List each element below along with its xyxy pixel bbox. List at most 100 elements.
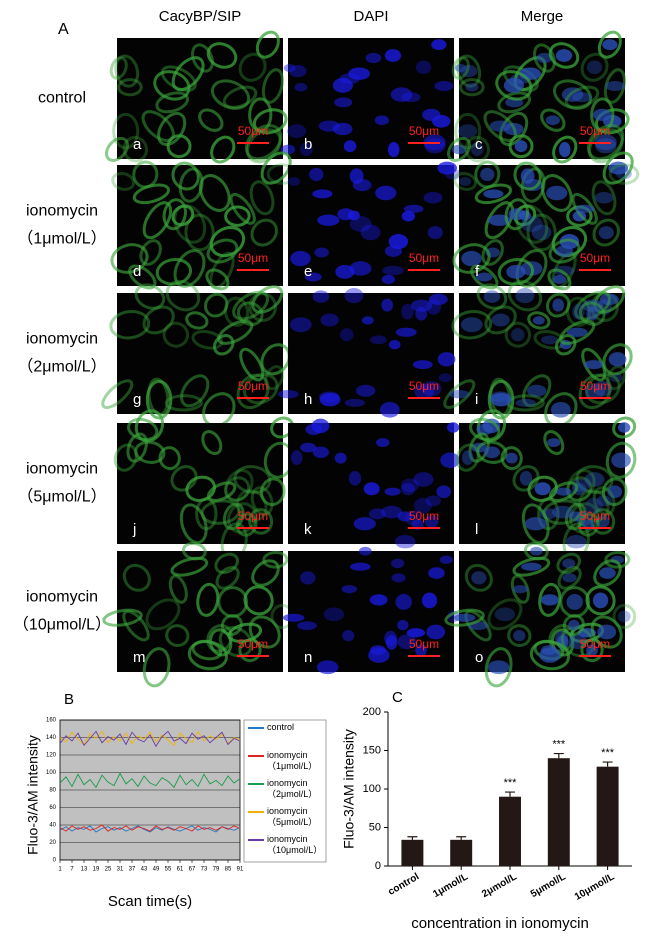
nucleus [555, 49, 573, 62]
cell [540, 174, 573, 212]
cell [214, 552, 239, 575]
nucleus [436, 485, 452, 499]
panel-letter: a [133, 136, 142, 153]
bar [450, 839, 473, 866]
nucleus [406, 628, 425, 638]
cell [504, 198, 529, 231]
cell [578, 373, 612, 410]
cell [495, 70, 533, 101]
scale-bar-label: 50μm [580, 124, 610, 138]
cell [562, 614, 585, 636]
nucleus [413, 497, 432, 514]
cell [483, 110, 517, 142]
significance-mark: *** [504, 777, 518, 789]
nucleus [317, 214, 340, 226]
nucleus [340, 328, 354, 342]
cell [532, 43, 556, 73]
nucleus [394, 534, 416, 549]
cell [575, 465, 614, 494]
cell [201, 430, 223, 456]
nucleus [568, 619, 580, 631]
cell [474, 183, 513, 205]
row-label: （10μmol/L） [13, 616, 111, 634]
cell [166, 134, 192, 159]
y-tick-label: 80 [49, 788, 56, 794]
y-tick-label: 120 [46, 753, 57, 759]
cell [564, 85, 600, 109]
micrograph-cells [105, 30, 288, 164]
y-tick-label: 200 [363, 706, 381, 718]
nucleus [349, 261, 372, 276]
cell [249, 180, 275, 216]
y-tick-label: 160 [46, 718, 57, 724]
cell [122, 609, 150, 642]
nucleus [439, 555, 453, 564]
nucleus [599, 567, 616, 579]
nucleus [514, 140, 528, 153]
cell [454, 112, 482, 150]
nucleus [369, 594, 388, 606]
nucleus [527, 384, 547, 397]
nucleus [471, 571, 487, 585]
cell [497, 258, 535, 286]
cell [132, 183, 171, 205]
x-tick-label: 1μmol/L [431, 871, 470, 900]
scale-bar-label: 50μm [580, 637, 610, 651]
cell [487, 598, 523, 631]
cell [443, 379, 476, 409]
nucleus [401, 303, 414, 320]
nucleus [505, 452, 518, 464]
nucleus [320, 313, 339, 327]
micrograph-cells [290, 418, 460, 549]
nucleus [297, 621, 317, 630]
cell [171, 56, 205, 92]
cell [504, 321, 532, 348]
scale-bar-label: 50μm [238, 379, 268, 393]
nucleus [551, 505, 574, 519]
cell [590, 97, 615, 133]
nucleus [566, 327, 588, 337]
cell [527, 475, 558, 502]
panel-letter: b [304, 136, 312, 153]
cell [235, 489, 268, 523]
cell [170, 556, 209, 577]
nucleus [602, 39, 618, 51]
cell [244, 124, 283, 161]
nucleus [401, 92, 421, 103]
scale-bar-label: 50μm [580, 251, 610, 265]
cell [158, 446, 181, 471]
cell [612, 603, 637, 630]
legend-label: ionomycin（10μmol/L） [267, 834, 323, 855]
cell [220, 614, 243, 636]
micrograph-cells [443, 279, 633, 428]
scale-bar-label: 50μm [238, 124, 268, 138]
cell [451, 56, 470, 80]
nucleus [617, 422, 631, 433]
cell [164, 394, 203, 412]
scale-bar-label: 50μm [238, 251, 268, 265]
nucleus [356, 384, 376, 397]
cell [602, 343, 633, 376]
column-header: Merge [521, 8, 564, 25]
nucleus [491, 313, 510, 327]
cell [122, 563, 151, 592]
significance-mark: *** [552, 738, 566, 750]
nucleus [400, 478, 420, 493]
cell [545, 292, 571, 318]
cell [606, 365, 627, 391]
x-tick-label: 91 [237, 867, 244, 873]
nucleus [403, 204, 424, 213]
nucleus [524, 517, 547, 531]
legend-label: ionomycin（2μmol/L） [267, 778, 318, 799]
cell [102, 608, 143, 627]
cell [218, 626, 253, 658]
nucleus [335, 264, 355, 279]
cell [251, 559, 280, 587]
cell [210, 79, 251, 110]
cell [529, 640, 571, 671]
cell [538, 582, 562, 617]
cell [180, 374, 210, 408]
row-label: control [38, 90, 86, 107]
nucleus [568, 511, 584, 522]
cell [476, 440, 508, 464]
